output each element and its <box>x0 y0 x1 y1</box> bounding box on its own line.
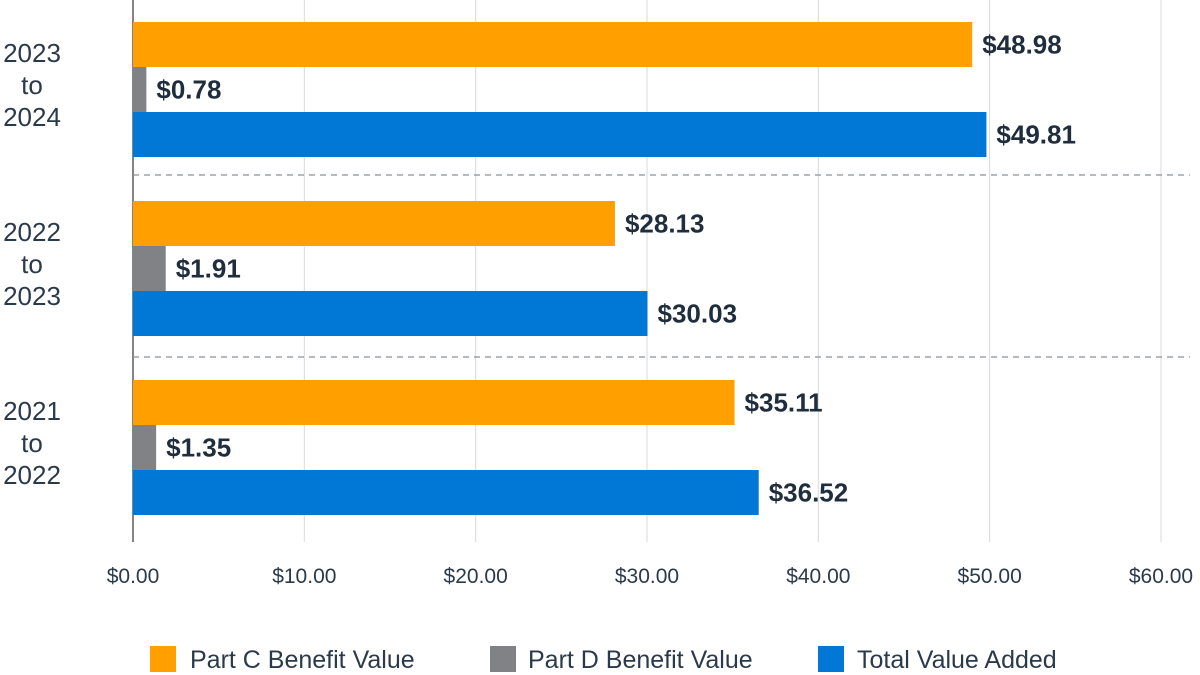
category-label: 2021 <box>3 396 61 426</box>
data-label: $48.98 <box>982 30 1062 60</box>
bar-total-value-added <box>133 112 987 157</box>
bars: $48.98 $0.78 $49.81 $28.13 $1.91 $30.03 $35.11… <box>133 22 1076 515</box>
data-label: $1.91 <box>176 254 241 284</box>
category-label: 2022 <box>3 217 61 247</box>
data-label: $35.11 <box>745 388 823 418</box>
x-tick-label: $0.00 <box>107 565 160 588</box>
x-axis: $0.00 $10.00 $20.00 $30.00 $40.00 $50.00 $60.0… <box>107 565 1193 588</box>
category-label: to <box>21 70 43 100</box>
legend-label: Part D Benefit Value <box>528 646 753 674</box>
legend-swatch <box>818 646 844 672</box>
legend-label: Total Value Added <box>857 646 1057 674</box>
data-label: $36.52 <box>769 478 849 508</box>
x-tick-label: $40.00 <box>786 565 850 588</box>
category-label: 2023 <box>3 281 61 311</box>
group-separators <box>133 174 1190 358</box>
legend-label: Part C Benefit Value <box>190 646 415 674</box>
category-label: to <box>21 249 43 279</box>
x-tick-label: $50.00 <box>958 565 1022 588</box>
category-label: 2024 <box>3 102 61 132</box>
x-tick-label: $60.00 <box>1129 565 1193 588</box>
bar-part-d-benefit-value <box>133 67 147 112</box>
legend: Part C Benefit Value Part D Benefit Value… <box>150 646 1057 674</box>
data-label: $49.81 <box>996 120 1076 150</box>
category-label: to <box>21 428 43 458</box>
bar-part-d-benefit-value <box>133 246 166 291</box>
bar-part-c-benefit-value <box>133 380 735 425</box>
category-label: 2022 <box>3 460 61 490</box>
legend-swatch <box>490 646 516 672</box>
bar-total-value-added <box>133 291 648 336</box>
x-tick-label: $20.00 <box>444 565 508 588</box>
gridlines <box>132 0 1162 542</box>
category-label: 2023 <box>3 38 61 68</box>
data-label: $1.35 <box>166 433 231 463</box>
data-label: $30.03 <box>658 299 738 329</box>
data-label: $0.78 <box>156 75 221 105</box>
bar-part-c-benefit-value <box>133 22 973 67</box>
bar-total-value-added <box>133 470 759 515</box>
x-tick-label: $30.00 <box>615 565 679 588</box>
x-tick-label: $10.00 <box>272 565 336 588</box>
data-label: $28.13 <box>625 209 705 239</box>
bar-part-d-benefit-value <box>133 425 157 470</box>
bar-part-c-benefit-value <box>133 201 615 246</box>
legend-swatch <box>150 646 176 672</box>
